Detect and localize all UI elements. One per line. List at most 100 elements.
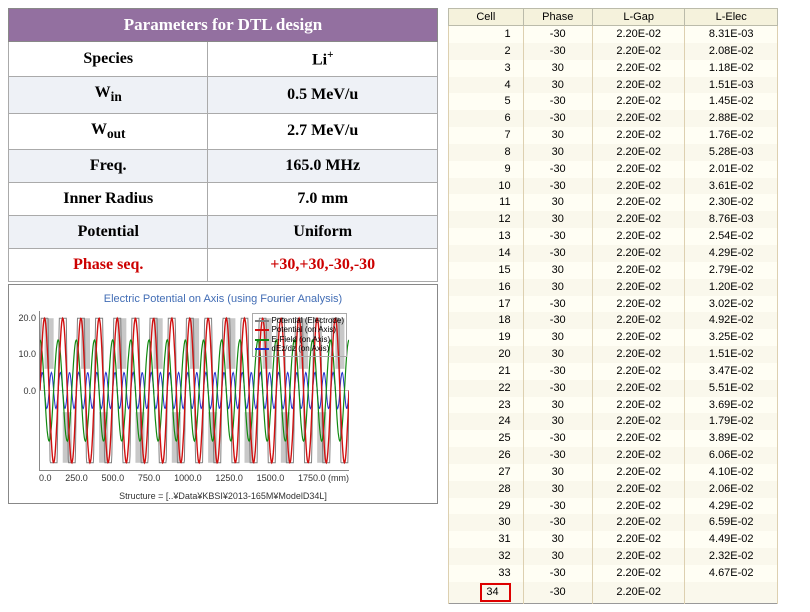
cell-value: 30	[523, 548, 592, 565]
param-value: 165.0 MHz	[208, 149, 438, 182]
cell-value: 3.89E-02	[685, 430, 778, 447]
cell-col-header: Cell	[449, 9, 524, 26]
cell-value: 2.20E-02	[592, 397, 685, 414]
cell-value: -30	[523, 430, 592, 447]
param-value: Li+	[208, 42, 438, 77]
cell-value: 8.76E-03	[685, 211, 778, 228]
cell-value: 2.20E-02	[592, 127, 685, 144]
cell-value: 1.20E-02	[685, 279, 778, 296]
x-tick: 1750.0 (mm)	[298, 473, 349, 483]
cell-value: 34	[449, 582, 524, 603]
cell-value: 12	[449, 211, 524, 228]
cell-value: 1.51E-03	[685, 77, 778, 94]
legend-label: E-Field (on Axis)	[272, 335, 331, 345]
cell-value: 30	[523, 60, 592, 77]
cell-value: -30	[523, 228, 592, 245]
cell-value: 30	[523, 262, 592, 279]
x-tick: 1000.0	[174, 473, 202, 483]
param-value: 0.5 MeV/u	[208, 77, 438, 113]
table-row: 20302.20E-021.51E-02	[449, 346, 778, 363]
param-value: Uniform	[208, 215, 438, 248]
cell-value: 11	[449, 194, 524, 211]
chart-x-labels: 0.0250.0500.0750.01000.01250.01500.01750…	[39, 473, 349, 483]
x-tick: 1250.0	[215, 473, 243, 483]
table-row: 32302.20E-022.32E-02	[449, 548, 778, 565]
table-row: 15302.20E-022.79E-02	[449, 262, 778, 279]
table-row: 28302.20E-022.06E-02	[449, 481, 778, 498]
chart-title: Electric Potential on Axis (using Fourie…	[13, 293, 433, 305]
cell-value: 2.79E-02	[685, 262, 778, 279]
y-tick: 10.0	[18, 349, 36, 359]
cell-value: 2.20E-02	[592, 363, 685, 380]
cell-value: 22	[449, 380, 524, 397]
cell-value: 1.76E-02	[685, 127, 778, 144]
right-column: CellPhaseL-GapL-Elec 1-302.20E-028.31E-0…	[448, 8, 778, 604]
cell-value: -30	[523, 43, 592, 60]
y-tick: 0.0	[23, 386, 36, 396]
cell-value: 33	[449, 565, 524, 582]
cell-value: 2.20E-02	[592, 194, 685, 211]
cell-value: 17	[449, 296, 524, 313]
cell-value: -30	[523, 110, 592, 127]
cell-value: 1.18E-02	[685, 60, 778, 77]
table-row: 26-302.20E-026.06E-02	[449, 447, 778, 464]
chart-body: 20.010.00.0 Potential (Electrode)Potenti…	[13, 311, 433, 471]
x-tick: 250.0	[65, 473, 88, 483]
cell-value: 8	[449, 144, 524, 161]
cell-col-header: L-Gap	[592, 9, 685, 26]
cell-value: 1	[449, 26, 524, 43]
cell-value: 2.06E-02	[685, 481, 778, 498]
cell-value: 1.45E-02	[685, 93, 778, 110]
cell-value: 2.54E-02	[685, 228, 778, 245]
cell-value: -30	[523, 26, 592, 43]
layout-root: Parameters for DTL design SpeciesLi+Win0…	[8, 8, 802, 604]
highlighted-cell: 34	[480, 583, 510, 602]
cell-value: 2.30E-02	[685, 194, 778, 211]
left-column: Parameters for DTL design SpeciesLi+Win0…	[8, 8, 438, 604]
cell-value: 24	[449, 413, 524, 430]
cell-value: 2.20E-02	[592, 346, 685, 363]
table-row: 30-302.20E-026.59E-02	[449, 514, 778, 531]
table-row: 6-302.20E-022.88E-02	[449, 110, 778, 127]
cell-value: 2.20E-02	[592, 514, 685, 531]
legend-swatch	[255, 320, 269, 322]
cell-value: 3.61E-02	[685, 178, 778, 195]
cell-value: 2.20E-02	[592, 60, 685, 77]
cell-value: 2.08E-02	[685, 43, 778, 60]
table-row: 3302.20E-021.18E-02	[449, 60, 778, 77]
cell-value: 2.20E-02	[592, 531, 685, 548]
legend-swatch	[255, 329, 269, 331]
cell-value: 2.20E-02	[592, 582, 685, 603]
table-row: 31302.20E-024.49E-02	[449, 531, 778, 548]
table-row: 23302.20E-023.69E-02	[449, 397, 778, 414]
cell-value: 30	[449, 514, 524, 531]
param-label: Phase seq.	[9, 248, 208, 281]
cell-value: 6	[449, 110, 524, 127]
table-row: 17-302.20E-023.02E-02	[449, 296, 778, 313]
cell-value: 2.20E-02	[592, 228, 685, 245]
cell-value: 30	[523, 279, 592, 296]
cell-value: 8.31E-03	[685, 26, 778, 43]
param-label: Freq.	[9, 149, 208, 182]
table-row: 10-302.20E-023.61E-02	[449, 178, 778, 195]
cell-value: 30	[523, 127, 592, 144]
cell-value: 2.20E-02	[592, 464, 685, 481]
table-row: 13-302.20E-022.54E-02	[449, 228, 778, 245]
cell-value: 7	[449, 127, 524, 144]
cell-value: 15	[449, 262, 524, 279]
cell-value: 29	[449, 498, 524, 515]
table-row: 7302.20E-021.76E-02	[449, 127, 778, 144]
cell-value: 30	[523, 194, 592, 211]
cell-value: 28	[449, 481, 524, 498]
cell-value: -30	[523, 296, 592, 313]
cell-value: 2.20E-02	[592, 262, 685, 279]
cell-value: 30	[523, 329, 592, 346]
cell-value: 1.79E-02	[685, 413, 778, 430]
cell-value: 4.92E-02	[685, 312, 778, 329]
cell-value: 2.20E-02	[592, 329, 685, 346]
chart-panel: Electric Potential on Axis (using Fourie…	[8, 284, 438, 504]
param-value: 7.0 mm	[208, 182, 438, 215]
cell-value: 27	[449, 464, 524, 481]
table-row: 1-302.20E-028.31E-03	[449, 26, 778, 43]
cell-value: 30	[523, 397, 592, 414]
